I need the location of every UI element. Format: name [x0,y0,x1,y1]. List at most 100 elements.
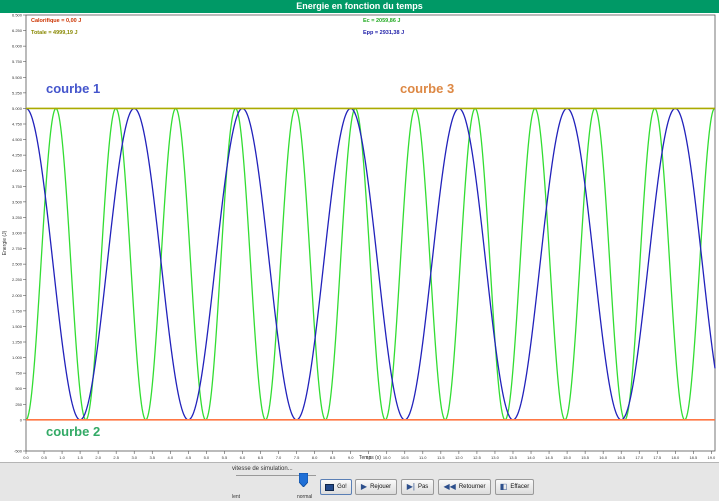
x-tick-label: 8.0 [312,455,318,460]
y-tick-label: 3.000 [12,231,23,236]
go-label: Go! [337,484,347,490]
replay-label: Rejouer [370,484,392,490]
x-tick-label: 17.0 [635,455,644,460]
x-tick-label: 19.0 [707,455,716,460]
y-tick-label: 1.500 [12,324,23,329]
x-tick-label: 15.5 [581,455,590,460]
x-axis: 0.0 0.5 1.0 1.5 2.0 2.5 3.0 3.5 4.0 4.5 5.0 5.5 6.0 6… [23,451,716,460]
y-tick-label: 5.750 [12,59,23,64]
x-tick-label: 5.0 [204,455,210,460]
clear-icon: ◧ [499,482,508,491]
x-tick-label: 12.5 [473,455,482,460]
y-tick-label: 250 [15,402,22,407]
y-tick-label: 750 [15,371,22,376]
x-axis-title: Temps (s) [359,455,381,461]
replay-button[interactable]: ▶ Rejouer [355,479,397,495]
y-tick-label: -500 [14,449,23,454]
y-tick-label: 4.000 [12,168,23,173]
control-panel: vitesse de simulation... lent normal Go!… [0,462,719,501]
calorifique-readout: Calorifique = 0,00 J [31,18,81,24]
totale-readout: Totale = 4999,19 J [31,30,78,36]
x-tick-label: 3.0 [131,455,137,460]
x-tick-label: 1.5 [77,455,83,460]
x-tick-label: 5.5 [222,455,228,460]
go-icon [325,483,335,491]
x-tick-label: 16.0 [599,455,608,460]
series-group [25,107,716,421]
y-tick-label: 5.250 [12,90,23,95]
x-tick-label: 6.0 [240,455,246,460]
y-tick-label: 3.500 [12,199,23,204]
x-tick-label: 15.0 [563,455,572,460]
label-courbe-1: courbe 1 [46,81,100,96]
y-tick-label: 1.000 [12,355,23,360]
x-tick-label: 11.5 [437,455,445,460]
speed-slider-track[interactable] [236,475,316,476]
chart-title: Energie en fonction du temps [0,0,719,13]
y-tick-label: 4.250 [12,153,23,158]
y-tick-label: 5.500 [12,75,23,80]
y-tick-label: 2.750 [12,246,23,251]
y-tick-label: 0 [20,417,23,422]
x-tick-label: 6.5 [258,455,264,460]
rewind-label: Retourner [458,484,486,490]
rewind-icon: ◀◀ [443,482,456,491]
play-icon: ▶ [360,482,368,491]
x-tick-label: 9.0 [348,455,354,460]
y-axis: -500 0 250 500 750 1.000 1.250 1.500 1.750 2.000 2… [12,13,716,454]
label-courbe-2: courbe 2 [46,424,100,439]
x-tick-label: 13.0 [491,455,500,460]
y-tick-label: 1.250 [12,340,23,345]
y-tick-label: 500 [15,386,22,391]
clear-button[interactable]: ◧ Effacer [495,479,534,495]
y-tick-label: 6.000 [12,44,23,49]
x-tick-label: 13.5 [509,455,518,460]
epp-readout: Epp = 2931,38 J [363,30,404,36]
clear-label: Effacer [510,484,530,490]
series-line-potential [25,107,716,421]
y-tick-label: 4.500 [12,137,23,142]
y-tick-label: 2.250 [12,277,23,282]
step-label: Pas [417,484,429,490]
y-tick-label: 6.250 [12,28,23,33]
y-tick-label: 1.750 [12,308,23,313]
x-tick-label: 16.5 [617,455,626,460]
x-tick-label: 3.5 [149,455,155,460]
y-tick-label: 4.750 [12,122,23,127]
x-tick-label: 0.0 [23,455,29,460]
x-tick-label: 9.5 [366,455,372,460]
x-tick-label: 12.0 [455,455,464,460]
x-tick-label: 18.5 [689,455,698,460]
plot-area: -500 0 250 500 750 1.000 1.250 1.500 1.750 2.000 2… [0,13,719,462]
y-tick-label: 5.000 [12,106,23,111]
speed-slider-thumb[interactable] [299,473,308,487]
y-axis-title: Energie (J) [2,230,8,255]
x-tick-label: 11.0 [419,455,427,460]
go-button[interactable]: Go! [320,479,352,495]
x-tick-label: 18.0 [671,455,680,460]
x-tick-label: 4.5 [186,455,192,460]
x-tick-label: 7.0 [276,455,282,460]
x-tick-label: 14.0 [527,455,536,460]
x-tick-label: 8.5 [330,455,336,460]
ec-readout: Ec = 2059,86 J [363,18,400,24]
y-tick-label: 3.250 [12,215,23,220]
rewind-button[interactable]: ◀◀ Retourner [438,479,491,495]
y-tick-label: 3.750 [12,184,23,189]
step-button[interactable]: ▶| Pas [401,479,434,495]
x-tick-label: 0.5 [41,455,47,460]
x-tick-label: 4.0 [168,455,174,460]
series-line-kinetic [25,107,715,421]
y-tick-label: 6.500 [12,13,23,18]
speed-min-label: lent [232,494,241,500]
x-tick-label: 1.0 [59,455,65,460]
plot-background [0,13,719,462]
y-tick-label: 2.500 [12,262,23,267]
x-tick-label: 7.5 [294,455,300,460]
speed-label: vitesse de simulation... [232,466,293,472]
label-courbe-3: courbe 3 [400,81,454,96]
x-tick-label: 2.5 [113,455,119,460]
step-icon: ▶| [406,482,415,491]
x-tick-label: 10.5 [401,455,410,460]
